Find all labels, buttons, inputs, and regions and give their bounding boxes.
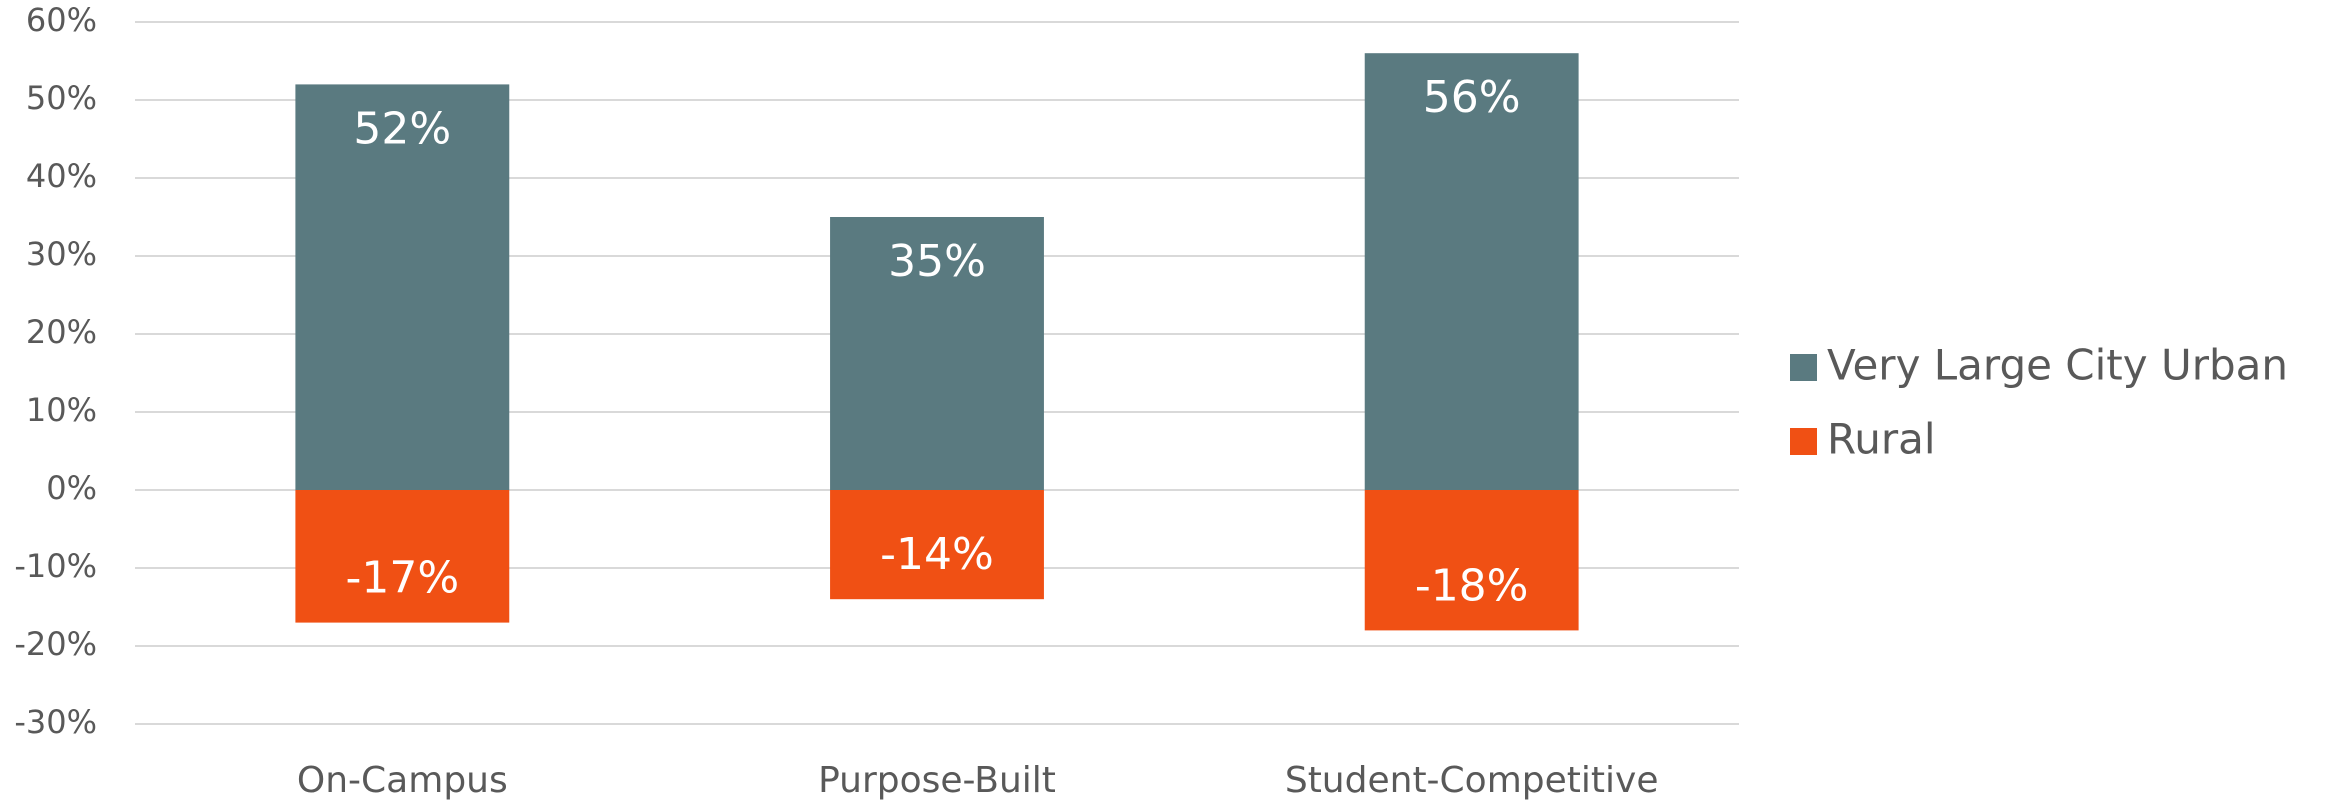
data-label: -18% xyxy=(1415,560,1529,611)
data-label: -17% xyxy=(345,553,459,604)
legend-label: Rural xyxy=(1827,415,1936,464)
y-tick-label: -30% xyxy=(14,703,97,741)
bar xyxy=(1364,53,1579,490)
bar xyxy=(1364,490,1579,631)
bar xyxy=(295,84,510,491)
legend-swatch xyxy=(1790,428,1817,455)
y-tick-label: 0% xyxy=(46,469,97,507)
legend-label: Very Large City Urban xyxy=(1827,341,2288,390)
x-tick-label: On-Campus xyxy=(297,760,508,801)
y-tick-label: -10% xyxy=(14,547,97,585)
bar xyxy=(830,217,1044,490)
x-tick-label: Student-Competitive xyxy=(1285,760,1659,801)
y-tick-label: 10% xyxy=(26,391,97,429)
x-tick-label: Purpose-Built xyxy=(818,760,1056,801)
data-label: 52% xyxy=(353,103,451,154)
y-tick-label: 60% xyxy=(26,1,97,39)
y-tick-label: 50% xyxy=(26,79,97,117)
y-tick-label: 30% xyxy=(26,235,97,273)
bar xyxy=(830,490,1044,600)
data-label: -14% xyxy=(880,529,994,580)
data-label: 56% xyxy=(1423,72,1521,123)
y-tick-label: 20% xyxy=(26,313,97,351)
legend-swatch xyxy=(1790,354,1817,381)
bar xyxy=(295,490,510,623)
y-tick-label: -20% xyxy=(14,625,97,663)
y-tick-label: 40% xyxy=(26,157,97,195)
data-label: 35% xyxy=(888,236,986,287)
